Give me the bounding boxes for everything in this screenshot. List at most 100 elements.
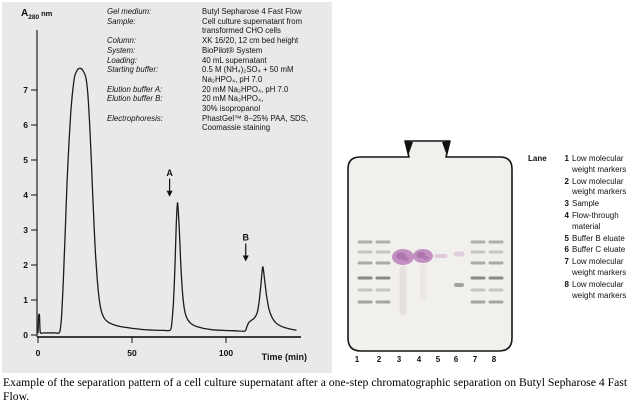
detail-value: Butyl Sepharose 4 Fast Flow (202, 7, 302, 16)
lane-number: 6 (454, 355, 459, 364)
marker-band (470, 276, 486, 280)
marker-band (357, 300, 373, 304)
lane-word (528, 280, 556, 302)
lane-legend-text: Low molecular weight markers (572, 154, 627, 174)
marker-band (488, 288, 504, 292)
lane-legend-number: 4 (564, 210, 569, 220)
y-tick-label: 1 (23, 295, 28, 305)
marker-band (357, 250, 373, 254)
lane-legend: Lane 1 Low molecular weight markers 2 Low mo… (528, 154, 634, 302)
marker-band (375, 240, 391, 244)
marker-band (470, 261, 486, 265)
peak-label-a: A (166, 168, 173, 178)
marker-band (375, 250, 391, 254)
gel-tab-left-wedge (405, 141, 413, 156)
lane-legend-number: 3 (564, 199, 569, 209)
y-axis-title-unit: nm (41, 9, 53, 18)
detail-row: Sample: Cell culture supernatant from tra… (107, 17, 335, 36)
detail-row: Electrophoresis: PhastGel™ 8–25% PAA, SDS… (107, 114, 335, 133)
lane-legend-text: Low molecular weight markers (572, 279, 627, 300)
y-tick-label: 4 (23, 190, 28, 200)
lane-legend-entry: 8 Low molecular weight markers (528, 280, 634, 302)
lane-smear (420, 264, 426, 300)
x-tick-label: 100 (219, 348, 233, 358)
detail-value: Cell culture supernatant from transforme… (202, 16, 303, 36)
marker-band (375, 276, 391, 280)
lane-smear (399, 266, 407, 315)
lane-legend-text: Sample (572, 199, 600, 209)
marker-band (470, 288, 486, 292)
detail-label: Elution buffer B: (107, 94, 163, 104)
detail-row: Column: XK 16/20, 12 cm bed height (107, 36, 335, 46)
detail-label: Column: (107, 36, 137, 46)
faint-band (434, 254, 448, 258)
x-tick-label: 0 (36, 348, 41, 358)
lane-legend-entry: Lane 1 Low molecular weight markers (528, 154, 634, 176)
detail-label: Starting buffer: (107, 65, 159, 75)
chromatogram-plot: 0 1 2 3 4 5 6 7 0 50 100 A B (23, 30, 301, 358)
sample-blob-spot (396, 252, 406, 260)
lane-word (528, 199, 556, 210)
lane-legend-number: 5 (564, 233, 569, 243)
lane-word (528, 211, 556, 233)
lane-number: 7 (473, 355, 478, 364)
marker-band (357, 276, 373, 280)
lane-legend-entry: 5 Buffer B eluate (528, 234, 634, 245)
detail-label: System: (107, 45, 136, 55)
y-axis-title-prefix: A (21, 8, 29, 19)
marker-band (470, 240, 486, 244)
y-tick-label: 6 (23, 120, 28, 130)
lane-word (528, 245, 556, 256)
detail-label: Electrophoresis: (107, 113, 163, 123)
detail-row: Starting buffer: 0.5 M (NH₄)₂SO₄ + 50 mM … (107, 65, 335, 84)
marker-band (488, 276, 504, 280)
detail-value: PhastGel™ 8–25% PAA, SDS, Coomassie stai… (202, 113, 309, 133)
lane-legend-number: 8 (564, 279, 569, 289)
lane-legend-entry: 3 Sample (528, 199, 634, 210)
lane-word: Lane (528, 154, 547, 163)
detail-row: Elution buffer A: 20 mM Na₂HPO₄, pH 7.0 (107, 85, 335, 95)
gel-image: 1 2 3 4 5 6 7 8 (347, 140, 513, 364)
marker-band (357, 288, 373, 292)
lane-number: 4 (417, 355, 422, 364)
marker-band (470, 300, 486, 304)
lane-legend-number: 2 (564, 176, 569, 186)
y-tick-label: 3 (23, 225, 28, 235)
x-axis-label: Time (min) (261, 352, 307, 362)
lane-number: 2 (377, 355, 382, 364)
lane-legend-number: 7 (564, 257, 569, 267)
detail-value: 20 mM Na₂HPO₄, pH 7.0 (202, 84, 289, 94)
figure-caption: Example of the separation pattern of a c… (3, 376, 628, 403)
chromatogram-panel: 0 1 2 3 4 5 6 7 0 50 100 A B (2, 2, 332, 373)
marker-band (375, 261, 391, 265)
y-tick-label: 2 (23, 260, 28, 270)
marker-band (488, 250, 504, 254)
y-tick-label: 0 (23, 330, 28, 340)
marker-band (375, 288, 391, 292)
x-tick-label: 50 (127, 348, 137, 358)
detail-row: Loading: 40 mL supernatant (107, 56, 335, 66)
detail-label: Sample: (107, 16, 136, 26)
marker-band (357, 240, 373, 244)
lane-legend-entry: 4 Flow-through material (528, 211, 634, 233)
lane-word (528, 257, 556, 279)
peak-arrow-head (242, 255, 249, 262)
lane-legend-number: 1 (564, 154, 569, 163)
detail-row: System: BioPilot® System (107, 46, 335, 56)
marker-band (488, 240, 504, 244)
lane-legend-text: Buffer C eluate (572, 245, 626, 255)
lane-word (528, 177, 556, 199)
detail-value: 40 mL supernatant (202, 55, 267, 65)
detail-value: 20 mM Na₂HPO₄, 30% isopropanol (202, 94, 264, 114)
marker-band (488, 261, 504, 265)
lane-number: 5 (436, 355, 441, 364)
detail-label: Loading: (107, 55, 137, 65)
lane-legend-text: Low molecular weight markers (572, 257, 627, 277)
lane-number: 1 (355, 355, 360, 364)
detail-row: Gel medium: Butyl Sepharose 4 Fast Flow (107, 7, 335, 17)
detail-label: Gel medium: (107, 7, 152, 16)
lane-number: 8 (492, 355, 497, 364)
y-axis-title-sub: 280 (28, 14, 40, 21)
peak-arrow-head (166, 190, 173, 197)
detail-label: Elution buffer A: (107, 84, 163, 94)
